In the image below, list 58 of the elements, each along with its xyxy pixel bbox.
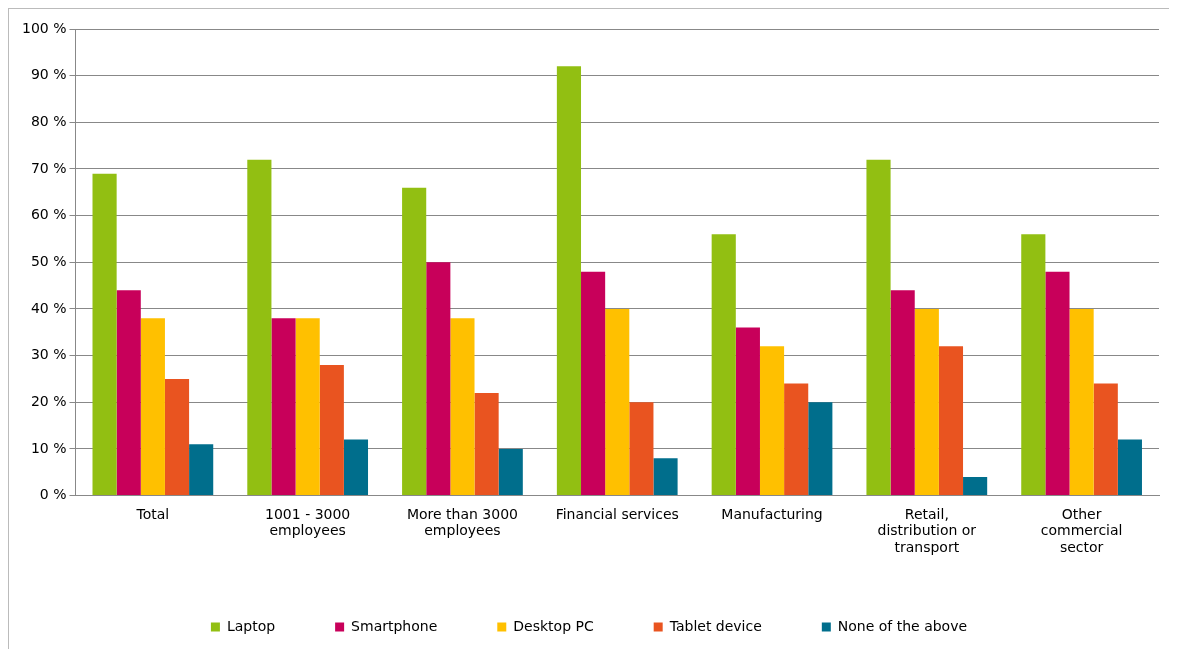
- bar: [474, 392, 499, 496]
- bar: [1117, 439, 1142, 496]
- bar: [498, 448, 523, 496]
- y-tick-label: 10 %: [30, 439, 67, 456]
- x-tick-label: Manufacturing: [721, 505, 823, 522]
- legend-label: Smartphone: [351, 617, 438, 634]
- x-tick-label: Retail, distribution or transport: [877, 505, 977, 556]
- bar: [295, 318, 320, 496]
- bar: [605, 308, 630, 496]
- bar: [271, 318, 296, 496]
- x-tick-label: Financial services: [555, 505, 679, 522]
- bar: [581, 271, 606, 496]
- bar: [116, 290, 141, 496]
- y-tick-label: 80 %: [30, 112, 67, 129]
- bar: [914, 308, 939, 496]
- legend-label: Tablet device: [668, 617, 762, 634]
- bar: [1021, 234, 1046, 496]
- y-tick-label: 0 %: [39, 486, 67, 503]
- legend-label: Desktop PC: [513, 617, 594, 634]
- bar: [426, 262, 451, 496]
- y-tick-label: 40 %: [30, 299, 67, 316]
- x-tick-label: More than 3000 employees: [406, 505, 518, 539]
- legend-label: Laptop: [226, 617, 276, 634]
- bar: [189, 444, 214, 496]
- y-tick-label: 70 %: [30, 159, 67, 176]
- bar: [1069, 308, 1094, 496]
- bar: [963, 476, 988, 496]
- bar: [556, 66, 582, 496]
- bar: [629, 402, 654, 496]
- x-tick-label: 1001 - 3000 employees: [265, 505, 351, 539]
- bar: [343, 439, 369, 496]
- bar: [938, 346, 964, 496]
- y-tick-label: 30 %: [30, 346, 67, 363]
- bar: [319, 364, 344, 496]
- bar: [711, 234, 736, 496]
- x-tick-label: Total: [135, 505, 170, 522]
- bar: [247, 159, 272, 496]
- y-tick-label: 90 %: [30, 66, 67, 83]
- y-tick-label: 50 %: [30, 252, 67, 269]
- bar: [402, 187, 427, 496]
- bar: [653, 458, 678, 496]
- bar: [866, 159, 891, 496]
- bar: [1045, 271, 1070, 496]
- bar: [735, 327, 760, 496]
- bar: [140, 318, 165, 496]
- bar: [1093, 383, 1118, 496]
- bar: [808, 402, 833, 496]
- bar: [450, 318, 475, 496]
- y-tick-label: 100 %: [21, 19, 67, 36]
- y-tick-label: 20 %: [30, 392, 67, 409]
- x-tick-label: Other commercial sector: [1040, 505, 1123, 556]
- legend-label: None of the above: [837, 617, 968, 634]
- bar: [92, 173, 117, 496]
- bar: [759, 346, 785, 496]
- bar: [890, 290, 915, 496]
- bar: [164, 378, 190, 496]
- bar: [784, 383, 809, 496]
- y-tick-label: 60 %: [30, 206, 67, 223]
